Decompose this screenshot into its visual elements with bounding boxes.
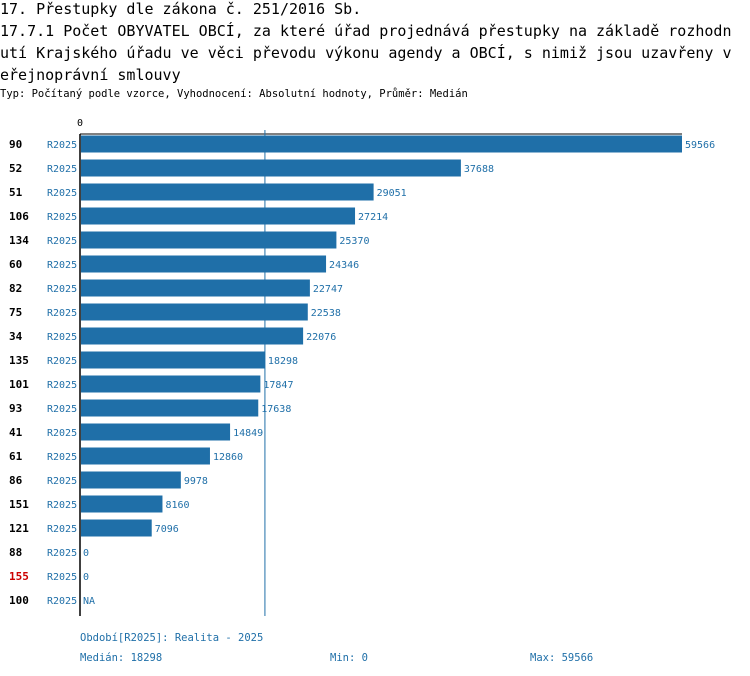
period-label: R2025: [47, 500, 77, 511]
period-label: R2025: [47, 140, 77, 151]
bar: [81, 423, 231, 441]
value-label: 14849: [233, 428, 263, 439]
category-label: 88: [9, 546, 22, 559]
category-label: 61: [9, 450, 23, 463]
period-label: R2025: [47, 308, 77, 319]
bar: [81, 495, 163, 513]
period-label: R2025: [47, 380, 77, 391]
category-label: 135: [9, 354, 29, 367]
bar: [81, 447, 210, 465]
footer-median: Medián: 18298: [80, 652, 163, 664]
footer-min: Min: 0: [330, 652, 368, 664]
bar: [81, 231, 337, 249]
period-label: R2025: [47, 212, 77, 223]
value-label: 22538: [311, 308, 341, 319]
period-label: R2025: [47, 452, 77, 463]
bar: [81, 255, 327, 273]
footer-max: Max: 59566: [530, 652, 594, 664]
value-label: 25370: [339, 236, 369, 247]
value-label: 37688: [464, 164, 494, 175]
category-label: 93: [9, 402, 22, 415]
value-label: 18298: [268, 356, 298, 367]
value-label: NA: [83, 596, 95, 607]
period-label: R2025: [47, 356, 77, 367]
value-label: 0: [83, 572, 89, 583]
period-label: R2025: [47, 332, 77, 343]
category-label: 100: [9, 594, 29, 607]
value-label: 17638: [261, 404, 291, 415]
category-label: 155: [9, 570, 29, 583]
bar: [81, 399, 259, 417]
period-label: R2025: [47, 548, 77, 559]
period-label: R2025: [47, 404, 77, 415]
chart-subtitle: Typ: Počítaný podle vzorce, Vyhodnocení:…: [0, 88, 468, 100]
period-label: R2025: [47, 524, 77, 535]
period-label: R2025: [47, 428, 77, 439]
period-label: R2025: [47, 572, 77, 583]
value-label: 9978: [184, 476, 208, 487]
value-label: 22076: [306, 332, 336, 343]
category-label: 121: [9, 522, 29, 535]
bar: [81, 159, 461, 177]
period-label: R2025: [47, 164, 77, 175]
category-label: 52: [9, 162, 22, 175]
period-label: R2025: [47, 260, 77, 271]
bar: [81, 183, 374, 201]
category-label: 60: [9, 258, 22, 271]
axis-zero-label: 0: [77, 118, 84, 129]
category-label: 86: [9, 474, 23, 487]
category-label: 41: [9, 426, 23, 439]
value-label: 27214: [358, 212, 388, 223]
bar: [81, 327, 304, 345]
bar: [81, 375, 261, 393]
category-label: 51: [9, 186, 23, 199]
value-label: 17847: [263, 380, 293, 391]
bar: [81, 279, 310, 297]
bar: [81, 303, 308, 321]
chart-title-line-2: utí Krajského úřadu ve věci převodu výko…: [0, 44, 732, 62]
category-label: 134: [9, 234, 29, 247]
bar: [81, 519, 152, 537]
chart-title-line-1: 17.7.1 Počet OBYVATEL OBCÍ, za které úřa…: [0, 22, 732, 40]
bar-chart: 90 R2025 59566 52 R2025 37688 51 R2025 29051 106 R…: [9, 130, 715, 616]
category-label: 75: [9, 306, 22, 319]
value-label: 8160: [165, 500, 189, 511]
category-label: 82: [9, 282, 22, 295]
value-label: 12860: [213, 452, 243, 463]
period-label: R2025: [47, 236, 77, 247]
value-label: 7096: [155, 524, 179, 535]
value-label: 0: [83, 548, 89, 559]
category-label: 90: [9, 138, 22, 151]
period-label: R2025: [47, 188, 77, 199]
bar: [81, 351, 265, 369]
period-label: R2025: [47, 596, 77, 607]
value-label: 22747: [313, 284, 343, 295]
category-label: 151: [9, 498, 29, 511]
bar: [81, 471, 181, 489]
value-label: 29051: [377, 188, 407, 199]
category-label: 34: [9, 330, 23, 343]
bar: [81, 207, 356, 225]
category-label: 106: [9, 210, 29, 223]
footer-period: Období[R2025]: Realita - 2025: [80, 632, 264, 644]
bar: [81, 135, 682, 153]
value-label: 59566: [685, 140, 715, 151]
category-label: 101: [9, 378, 29, 391]
value-label: 24346: [329, 260, 359, 271]
period-label: R2025: [47, 476, 77, 487]
period-label: R2025: [47, 284, 77, 295]
chart-title-line-3: eřejnoprávní smlouvy: [0, 66, 181, 84]
page-title: 17. Přestupky dle zákona č. 251/2016 Sb.: [0, 0, 362, 18]
